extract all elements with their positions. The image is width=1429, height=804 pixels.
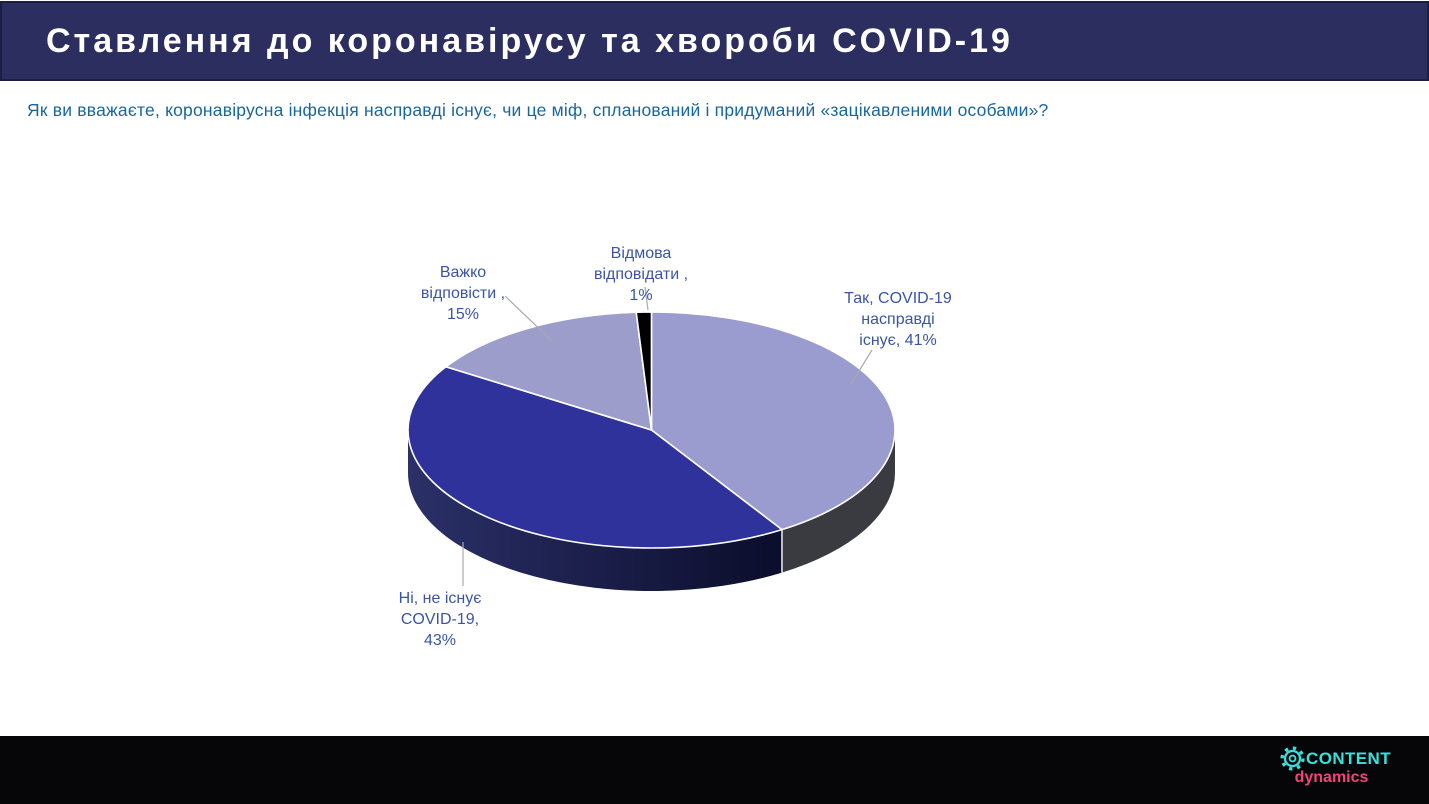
slice-label-hard-to-answer: Важко відповісти , 15% [421,262,505,325]
slice-label-line: 43% [423,632,457,649]
pie-slice-no-does-not-exist [407,365,783,549]
pie-slice-refuse-to-answer [635,311,653,431]
slice-label-refuse: Відмова відповідати , 1% [594,243,688,306]
slice-label-line: відповісти , [420,285,506,302]
pie-slices-group [407,311,896,591]
slice-label-line: Важко [439,264,487,281]
gear-icon [1280,746,1305,771]
header-bar: Ставлення до коронавірусу та хвороби COV… [0,1,1429,81]
leader-line-refuse [644,286,649,311]
slice-label-no-exists: Ні, не існує COVID-19, 43% [399,588,482,651]
slice-label-line: Відмова [610,245,672,262]
footer-bar: CONTENT dynamics [0,736,1429,804]
slice-label-yes-exists: Так, COVID-19 насправді існує, 41% [844,288,952,351]
slice-label-line: 15% [446,306,480,323]
logo-dynamics-text: dynamics [1294,769,1369,786]
slice-label-line: відповідати , [593,266,689,283]
slice-label-line: Ні, не існує [398,590,482,607]
slice-label-line: насправді [861,311,935,328]
logo-content-text: CONTENT [1306,748,1391,768]
slice-label-line: Так, COVID-19 [844,290,952,307]
pie-wall-yes-exists [781,430,895,573]
pie-wall-no-does-not-exist [408,430,782,591]
leader-line-hard-to-answer [504,295,553,342]
page-title: Ставлення до коронавірусу та хвороби COV… [46,21,1013,60]
slice-label-line: COVID-19, [400,611,480,628]
pie-slice-hard-to-answer [445,311,653,431]
content-dynamics-logo: CONTENT dynamics [1280,746,1391,787]
slice-label-line: існує, 41% [859,332,937,349]
pie-slice-yes-exists [650,311,896,531]
leader-line-yes-exists [850,349,873,385]
leader-lines-group [462,286,873,586]
question-text: Як ви вважаєте, коронавірусна інфекція н… [27,100,1049,120]
slice-label-line: 1% [629,287,653,304]
